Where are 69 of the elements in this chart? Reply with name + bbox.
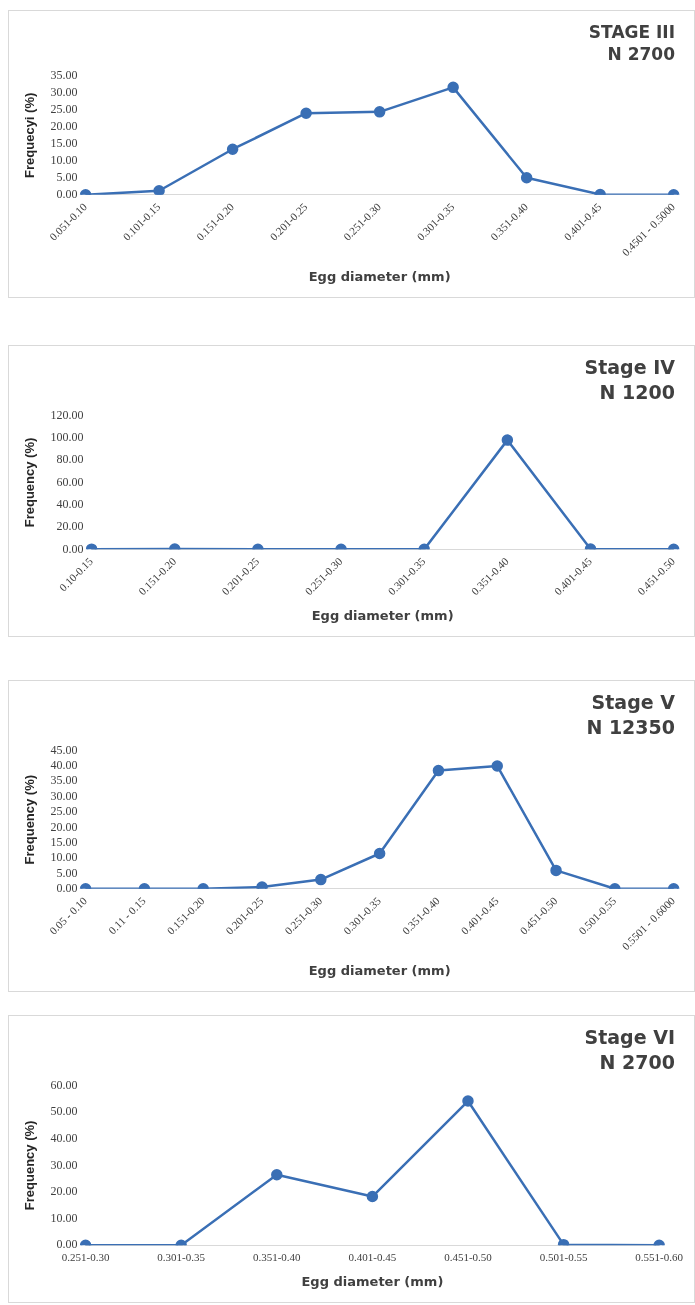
point bbox=[491, 760, 503, 772]
y-tick-label: 0.00 bbox=[56, 186, 78, 201]
x-tick-label: 0.551-0.60 bbox=[635, 1250, 684, 1263]
y-tick-label: 40.00 bbox=[50, 1130, 78, 1145]
chart-subtitle: N 2700 bbox=[599, 1051, 675, 1074]
y-tick-label: 30.00 bbox=[50, 1157, 78, 1172]
y-tick-label: 0.00 bbox=[62, 541, 84, 556]
y-tick-label: 80.00 bbox=[56, 452, 84, 467]
chart-title: Stage V bbox=[591, 691, 676, 714]
point bbox=[300, 107, 312, 119]
y-tick-label: 10.00 bbox=[50, 850, 78, 865]
y-tick-label: 25.00 bbox=[50, 101, 78, 116]
x-axis-title: Egg diameter (mm) bbox=[311, 607, 454, 623]
chart-subtitle: N 2700 bbox=[607, 44, 676, 65]
y-tick-label: 20.00 bbox=[50, 819, 78, 834]
x-tick-label: 0.301-0.35 bbox=[157, 1250, 206, 1263]
point bbox=[447, 81, 459, 94]
y-tick-label: 25.00 bbox=[50, 804, 78, 819]
y-tick-label: 60.00 bbox=[50, 1077, 78, 1092]
y-tick-label: 20.00 bbox=[56, 519, 84, 534]
y-axis-title: Frequecyi (%) bbox=[22, 92, 38, 178]
point bbox=[226, 143, 239, 155]
chart-title: STAGE III bbox=[588, 21, 675, 42]
point bbox=[462, 1095, 474, 1107]
y-tick-label: 50.00 bbox=[50, 1104, 78, 1119]
y-tick-label: 20.00 bbox=[50, 118, 78, 133]
point bbox=[373, 847, 386, 860]
y-tick-label: 40.00 bbox=[56, 496, 84, 511]
y-tick-label: 35.00 bbox=[50, 773, 78, 788]
y-tick-label: 0.00 bbox=[56, 1237, 78, 1252]
y-axis-title: Frequency (%) bbox=[22, 774, 38, 865]
y-tick-label: 60.00 bbox=[56, 474, 84, 489]
point bbox=[373, 106, 386, 118]
point bbox=[271, 1168, 283, 1181]
y-tick-label: 5.00 bbox=[56, 865, 78, 880]
x-tick-label: 0.251-0.30 bbox=[61, 1250, 110, 1263]
x-axis-title: Egg diameter (mm) bbox=[308, 962, 451, 978]
point bbox=[153, 184, 165, 195]
x-tick-label: 0.401-0.45 bbox=[348, 1250, 397, 1263]
y-tick-label: 120.00 bbox=[50, 407, 84, 422]
y-tick-label: 15.00 bbox=[50, 135, 78, 150]
y-tick-label: 45.00 bbox=[50, 742, 78, 757]
y-tick-label: 30.00 bbox=[50, 84, 78, 99]
y-tick-label: 0.00 bbox=[56, 880, 78, 895]
x-tick-label: 0.05 - 0.10 bbox=[46, 894, 90, 937]
y-tick-label: 100.00 bbox=[50, 430, 84, 445]
y-tick-label: 10.00 bbox=[50, 152, 78, 167]
chart-title: Stage IV bbox=[584, 356, 676, 379]
y-tick-label: 10.00 bbox=[50, 1210, 78, 1225]
chart-title: Stage VI bbox=[584, 1026, 675, 1049]
y-tick-label: 20.00 bbox=[50, 1184, 78, 1199]
x-tick-label: 0.501-0.55 bbox=[539, 1250, 588, 1263]
point bbox=[366, 1190, 379, 1203]
x-tick-label: 0.451-0.50 bbox=[444, 1250, 493, 1263]
x-tick-label: 0.11 - 0.15 bbox=[105, 894, 149, 937]
x-axis-title: Egg diameter (mm) bbox=[301, 1273, 444, 1289]
y-tick-label: 35.00 bbox=[50, 67, 78, 82]
x-tick-label: 0.351-0.40 bbox=[252, 1250, 302, 1263]
y-tick-label: 5.00 bbox=[56, 169, 78, 184]
y-axis-title: Frequency (%) bbox=[22, 1120, 38, 1211]
y-tick-label: 40.00 bbox=[50, 758, 78, 773]
point bbox=[501, 434, 514, 446]
y-tick-label: 30.00 bbox=[50, 788, 78, 803]
chart-subtitle: N 1200 bbox=[599, 381, 675, 404]
chart-subtitle: N 12350 bbox=[586, 716, 675, 739]
y-axis-title: Frequency (%) bbox=[22, 437, 38, 528]
point bbox=[432, 764, 445, 777]
x-axis-title: Egg diameter (mm) bbox=[308, 268, 451, 284]
y-tick-label: 15.00 bbox=[50, 834, 78, 849]
